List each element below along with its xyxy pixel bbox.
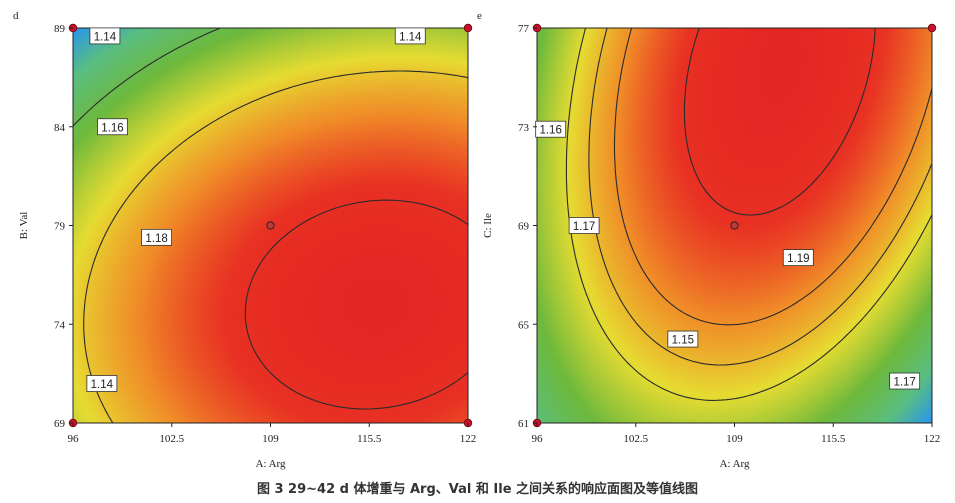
y-axis-title: C: Ile: [482, 213, 494, 238]
x-axis-title: A: Arg: [255, 458, 286, 470]
x-tick-label: 102.5: [623, 433, 648, 445]
x-tick-label: 115.5: [821, 433, 846, 445]
contour-label: 1.15: [667, 330, 699, 348]
panel-e: 1.16 1.17 1.19 1.15 1.17 96 102.5 109 115.5 122 61…: [477, 10, 940, 470]
contour-label: 1.18: [141, 228, 172, 246]
y-tick-label: 69: [54, 418, 66, 430]
y-tick-label: 74: [54, 319, 66, 331]
contour-line: [613, 27, 933, 326]
y-tick-label: 65: [518, 319, 530, 331]
y-tick-label: 61: [518, 418, 529, 430]
x-axis-title: A: Arg: [719, 458, 750, 470]
contour-label: 1.17: [568, 217, 600, 234]
contour-label: 1.14: [86, 375, 118, 392]
y-tick-label: 79: [54, 221, 66, 233]
x-tick-label: 109: [262, 433, 279, 445]
contour-line: [565, 27, 933, 401]
contour-line: [683, 27, 876, 216]
svg-text:1.14: 1.14: [399, 31, 422, 43]
panel-letter: e: [477, 10, 482, 22]
x-tick-label: 115.5: [357, 433, 382, 445]
panel-letter: d: [13, 10, 19, 22]
contour-label: 1.16: [97, 118, 128, 136]
y-tick-label: 77: [518, 23, 530, 35]
contour-line: [244, 199, 469, 410]
y-tick-label: 89: [54, 23, 66, 35]
y-tick-label: 73: [518, 122, 530, 134]
corner-design-point: [463, 23, 473, 33]
svg-text:1.17: 1.17: [573, 221, 595, 233]
y-tick-label: 84: [54, 122, 66, 134]
svg-text:1.17: 1.17: [893, 377, 915, 389]
center-point: [266, 221, 275, 230]
y-axis-title: B: Val: [18, 212, 30, 240]
y-tick-label: 69: [518, 221, 530, 233]
contour-line: [83, 70, 469, 424]
x-tick-label: 102.5: [159, 433, 184, 445]
contour-label: 1.14: [89, 27, 121, 45]
contour-label: 1.16: [535, 120, 567, 138]
figure-caption: 图 3 29~42 d 体增重与 Arg、Val 和 Ile 之间关系的响应面图…: [256, 482, 699, 497]
contour-line: [588, 27, 933, 366]
contour-label: 1.14: [394, 27, 426, 45]
svg-text:1.15: 1.15: [672, 335, 694, 347]
contour-line: [72, 27, 221, 127]
x-tick-label: 96: [532, 433, 544, 445]
contour-label: 1.17: [889, 372, 921, 390]
svg-text:1.18: 1.18: [145, 233, 167, 245]
panel-d: 1.14 1.14 1.16 1.18 1.14 96 102.5 109 115.5 122 69…: [13, 10, 476, 470]
center-point: [730, 221, 739, 230]
x-tick-label: 122: [924, 433, 941, 445]
x-tick-label: 96: [68, 433, 80, 445]
svg-text:1.14: 1.14: [94, 31, 117, 43]
contour-label: 1.19: [782, 249, 814, 266]
svg-text:1.16: 1.16: [539, 125, 561, 137]
svg-text:1.19: 1.19: [787, 253, 809, 265]
x-tick-label: 122: [460, 433, 477, 445]
svg-text:1.14: 1.14: [91, 379, 114, 391]
corner-design-point: [927, 23, 937, 33]
x-tick-label: 109: [726, 433, 743, 445]
svg-text:1.16: 1.16: [101, 122, 123, 134]
